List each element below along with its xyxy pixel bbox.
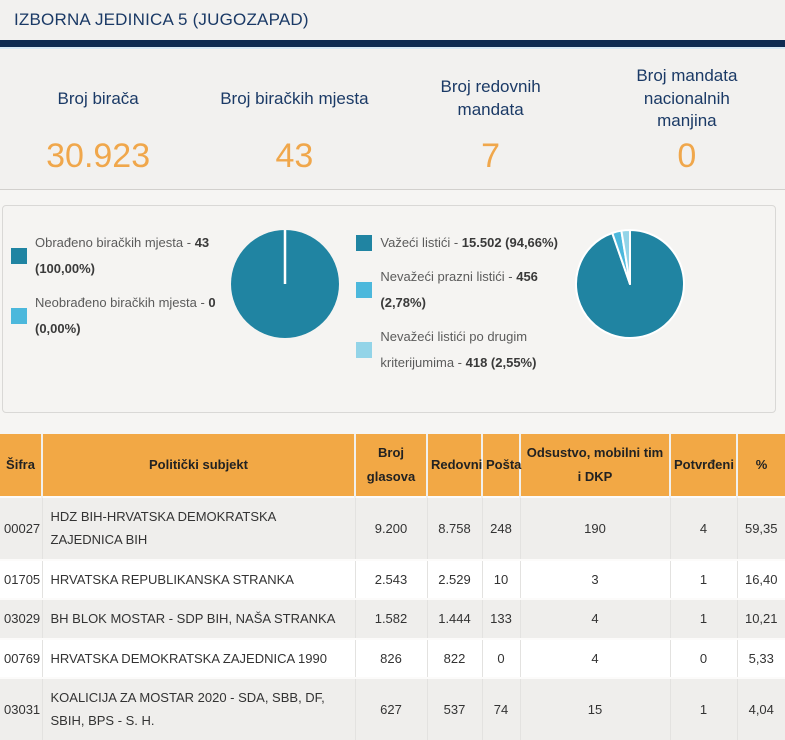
stat-cell: Broj biračkih mjesta 43 bbox=[196, 63, 392, 189]
cell-odsustvo: 3 bbox=[520, 558, 671, 600]
cell-sifra: 00769 bbox=[0, 637, 43, 679]
table-row: 00769 HRVATSKA DEMOKRATSKA ZAJEDNICA 1990… bbox=[0, 637, 785, 679]
cell-potvrdjeni: 1 bbox=[670, 677, 738, 740]
legend-label: Važeći listići - 15.502 (94,66%) bbox=[380, 235, 558, 250]
cell-redovni: 2.529 bbox=[427, 558, 483, 600]
chart-group-ballot-validity: Važeći listići - 15.502 (94,66%) Nevažeći… bbox=[350, 206, 775, 412]
cell-pct: 5,33 bbox=[737, 637, 785, 679]
cell-pct: 59,35 bbox=[737, 496, 785, 560]
table-row: 03031 KOALICIJA ZA MOSTAR 2020 - SDA, SBB… bbox=[0, 677, 785, 740]
column-header: Redovni bbox=[427, 434, 483, 498]
cell-redovni: 822 bbox=[427, 637, 483, 679]
chart-group-polling-stations-processed: Obrađeno biračkih mjesta - 43 (100,00%) N… bbox=[3, 206, 350, 412]
stat-value: 30.923 bbox=[46, 137, 151, 175]
cell-subjekt: HDZ BIH-HRVATSKA DEMOKRATSKA ZAJEDNICA B… bbox=[42, 496, 356, 560]
stat-label: Broj redovnih mandata bbox=[440, 77, 541, 119]
charts-section: Obrađeno biračkih mjesta - 43 (100,00%) N… bbox=[0, 190, 785, 413]
cell-broj_glasova: 1.582 bbox=[355, 598, 428, 639]
legend-label: Nevažeći prazni listići - 456 (2,78%) bbox=[380, 269, 538, 310]
cell-odsustvo: 4 bbox=[520, 637, 671, 679]
column-header: Broj glasova bbox=[355, 434, 428, 498]
header-divider bbox=[0, 40, 785, 47]
table-header-row: Šifra Politički subjekt Broj glasova Redovn… bbox=[0, 434, 785, 498]
stat-value: 43 bbox=[275, 137, 314, 175]
charts-panel: Obrađeno biračkih mjesta - 43 (100,00%) N… bbox=[2, 205, 776, 413]
legend-label: Obrađeno biračkih mjesta - 43 (100,00%) bbox=[35, 235, 210, 276]
cell-subjekt: HRVATSKA DEMOKRATSKA ZAJEDNICA 1990 bbox=[42, 637, 356, 679]
stat-cell: Broj redovnih mandata 7 bbox=[393, 63, 589, 189]
table-row: 01705 HRVATSKA REPUBLIKANSKA STRANKA 2.543… bbox=[0, 558, 785, 600]
cell-pct: 10,21 bbox=[737, 598, 785, 639]
column-header: % bbox=[737, 434, 785, 498]
legend-swatch-icon bbox=[356, 282, 373, 298]
cell-potvrdjeni: 4 bbox=[670, 496, 738, 560]
stat-value: 7 bbox=[481, 137, 501, 175]
cell-sifra: 03031 bbox=[0, 677, 43, 740]
legend-swatch-icon bbox=[11, 248, 27, 264]
pie-chart-polling-stations-processed bbox=[229, 226, 341, 412]
page-title: IZBORNA JEDINICA 5 (JUGOZAPAD) bbox=[14, 10, 309, 29]
cell-pct: 4,04 bbox=[737, 677, 785, 740]
cell-subjekt: HRVATSKA REPUBLIKANSKA STRANKA bbox=[42, 558, 356, 600]
column-header: Odsustvo, mobilni tim i DKP bbox=[520, 434, 671, 498]
cell-potvrdjeni: 1 bbox=[670, 558, 738, 600]
cell-sifra: 03029 bbox=[0, 598, 43, 639]
table-row: 03029 BH BLOK MOSTAR - SDP BIH, NAŠA STRA… bbox=[0, 598, 785, 639]
legend-swatch-icon bbox=[11, 308, 27, 324]
cell-potvrdjeni: 1 bbox=[670, 598, 738, 639]
cell-broj_glasova: 826 bbox=[355, 637, 428, 679]
cell-posta: 0 bbox=[482, 637, 521, 679]
results-table: Šifra Politički subjekt Broj glasova Redovn… bbox=[0, 434, 785, 740]
cell-posta: 248 bbox=[482, 496, 521, 560]
cell-subjekt: BH BLOK MOSTAR - SDP BIH, NAŠA STRANKA bbox=[42, 598, 356, 639]
legend-label: Nevažeći listići po drugim kriterijumima… bbox=[380, 329, 537, 370]
cell-posta: 133 bbox=[482, 598, 521, 639]
cell-pct: 16,40 bbox=[737, 558, 785, 600]
cell-redovni: 537 bbox=[427, 677, 483, 740]
page-header: IZBORNA JEDINICA 5 (JUGOZAPAD) bbox=[0, 0, 785, 40]
cell-potvrdjeni: 0 bbox=[670, 637, 738, 679]
cell-broj_glasova: 2.543 bbox=[355, 558, 428, 600]
cell-odsustvo: 15 bbox=[520, 677, 671, 740]
cell-subjekt: KOALICIJA ZA MOSTAR 2020 - SDA, SBB, DF,… bbox=[42, 677, 356, 740]
column-header: Pošta bbox=[482, 434, 521, 498]
column-header: Potvrđeni bbox=[670, 434, 738, 498]
chart-legend: Obrađeno biračkih mjesta - 43 (100,00%) N… bbox=[11, 226, 219, 412]
legend-item: Važeći listići - 15.502 (94,66%) bbox=[356, 230, 564, 256]
cell-posta: 74 bbox=[482, 677, 521, 740]
table-row: 00027 HDZ BIH-HRVATSKA DEMOKRATSKA ZAJEDN… bbox=[0, 496, 785, 560]
cell-posta: 10 bbox=[482, 558, 521, 600]
cell-broj_glasova: 9.200 bbox=[355, 496, 428, 560]
legend-item: Nevažeći listići po drugim kriterijumima… bbox=[356, 324, 564, 376]
cell-odsustvo: 190 bbox=[520, 496, 671, 560]
cell-sifra: 00027 bbox=[0, 496, 43, 560]
cell-sifra: 01705 bbox=[0, 558, 43, 600]
column-header: Politički subjekt bbox=[42, 434, 356, 498]
summary-stats: Broj birača 30.923 Broj biračkih mjesta 43 B… bbox=[0, 49, 785, 190]
pie-chart-ballot-validity bbox=[574, 226, 686, 412]
cell-redovni: 8.758 bbox=[427, 496, 483, 560]
header-divider-accent bbox=[0, 47, 785, 49]
cell-odsustvo: 4 bbox=[520, 598, 671, 639]
column-header: Šifra bbox=[0, 434, 43, 498]
legend-swatch-icon bbox=[356, 342, 373, 358]
legend-label: Neobrađeno biračkih mjesta - 0 (0,00%) bbox=[35, 295, 216, 336]
stat-label: Broj birača bbox=[57, 88, 139, 108]
stat-cell: Broj mandata nacionalnih manjina 0 bbox=[589, 63, 785, 189]
legend-item: Neobrađeno biračkih mjesta - 0 (0,00%) bbox=[11, 290, 219, 342]
legend-item: Nevažeći prazni listići - 456 (2,78%) bbox=[356, 264, 564, 316]
cell-broj_glasova: 627 bbox=[355, 677, 428, 740]
legend-item: Obrađeno biračkih mjesta - 43 (100,00%) bbox=[11, 230, 219, 282]
chart-legend: Važeći listići - 15.502 (94,66%) Nevažeći… bbox=[356, 226, 564, 412]
stat-label: Broj biračkih mjesta bbox=[220, 88, 369, 108]
stat-label: Broj mandata nacionalnih manjina bbox=[636, 65, 738, 131]
cell-redovni: 1.444 bbox=[427, 598, 483, 639]
legend-swatch-icon bbox=[356, 235, 373, 251]
stat-value: 0 bbox=[677, 137, 697, 175]
stat-cell: Broj birača 30.923 bbox=[0, 63, 196, 189]
